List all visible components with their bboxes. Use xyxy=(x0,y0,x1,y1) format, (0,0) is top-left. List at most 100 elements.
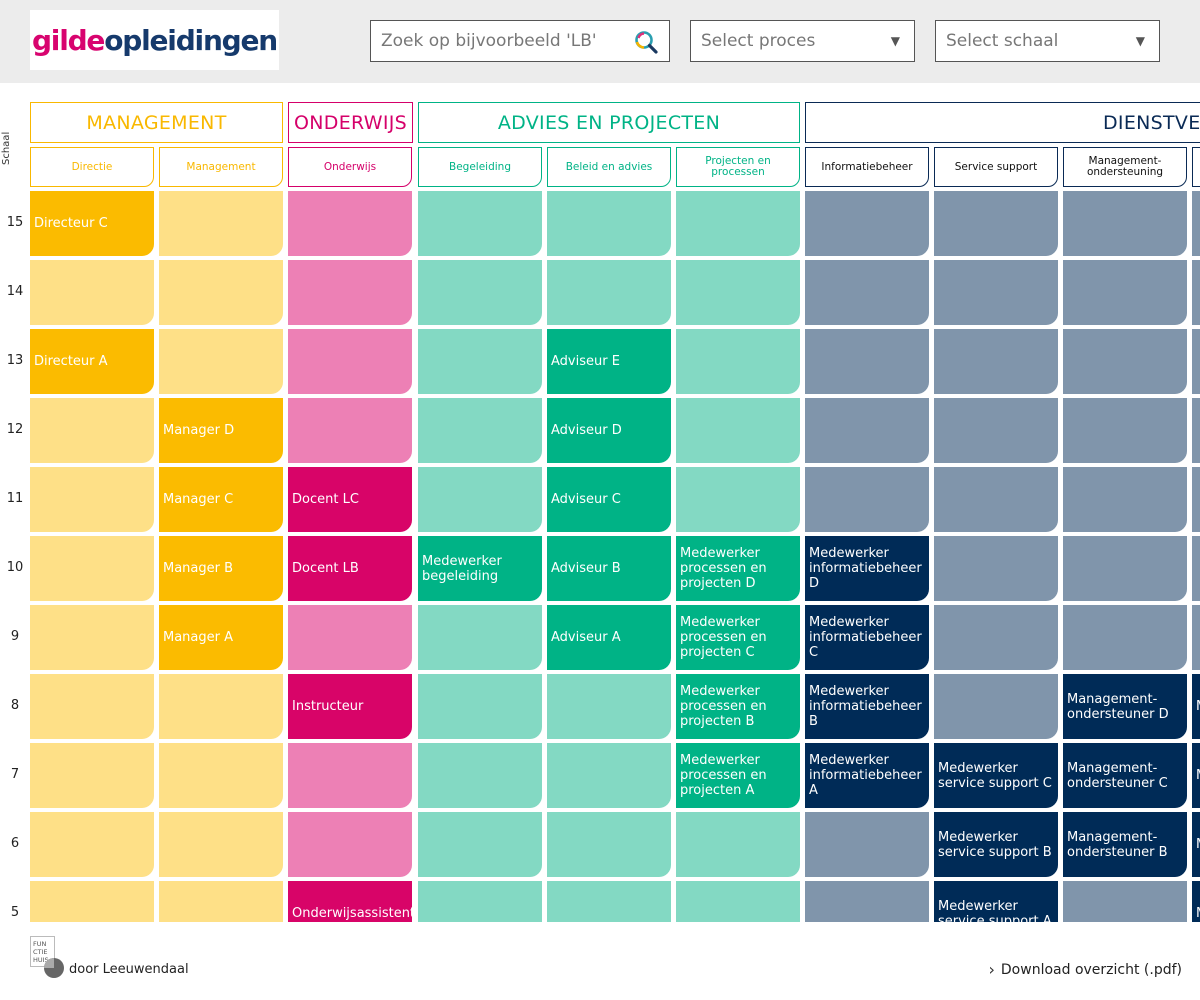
function-cell[interactable]: Management-ondersteuner B xyxy=(1063,812,1187,877)
empty-cell xyxy=(547,881,671,922)
empty-cell xyxy=(547,674,671,739)
column-header-1[interactable]: Management xyxy=(159,147,283,187)
function-cell[interactable]: Onderwijsassistent xyxy=(288,881,412,922)
function-cell[interactable]: M a xyxy=(1192,743,1200,808)
empty-cell xyxy=(805,812,929,877)
function-cell[interactable]: Medewerker processen en projecten B xyxy=(676,674,800,739)
schaal-row-label: 15 xyxy=(6,215,24,230)
function-grid: Schaal MANAGEMENT ONDERWIJS ADVIES EN PROJ… xyxy=(0,100,1200,922)
column-header-5[interactable]: Projecten en processen xyxy=(676,147,800,187)
empty-cell xyxy=(418,812,542,877)
empty-cell xyxy=(30,398,154,463)
function-cell[interactable]: Directeur C xyxy=(30,191,154,256)
empty-cell xyxy=(805,329,929,394)
column-header-4[interactable]: Beleid en advies xyxy=(547,147,671,187)
download-pdf-link[interactable]: › Download overzicht (.pdf) xyxy=(989,960,1183,979)
empty-cell xyxy=(934,329,1058,394)
gildeopleidingen-logo[interactable]: gilde opleidingen xyxy=(30,10,279,70)
function-cell[interactable]: Docent LC xyxy=(288,467,412,532)
schaal-row-label: 5 xyxy=(10,905,20,920)
function-cell[interactable]: Adviseur E xyxy=(547,329,671,394)
empty-cell xyxy=(934,467,1058,532)
select-proces-value: Select proces xyxy=(701,31,816,51)
column-header-6[interactable]: Informatiebeheer xyxy=(805,147,929,187)
schaal-row-label: 9 xyxy=(10,629,20,644)
column-header-9[interactable] xyxy=(1192,147,1200,187)
empty-cell xyxy=(418,398,542,463)
function-cell[interactable]: M a xyxy=(1192,812,1200,877)
category-header-0[interactable]: MANAGEMENT xyxy=(30,102,283,143)
function-cell[interactable]: Management-ondersteuner C xyxy=(1063,743,1187,808)
function-title: Medewerker processen en projecten B xyxy=(680,684,767,729)
function-cell[interactable]: Instructeur xyxy=(288,674,412,739)
empty-cell xyxy=(418,743,542,808)
empty-cell xyxy=(288,605,412,670)
function-cell[interactable]: Adviseur A xyxy=(547,605,671,670)
function-title: M a xyxy=(1196,699,1200,714)
column-header-0[interactable]: Directie xyxy=(30,147,154,187)
chevron-right-icon: › xyxy=(988,960,995,979)
function-cell[interactable]: Adviseur C xyxy=(547,467,671,532)
select-proces-dropdown[interactable]: Select proces ▼ xyxy=(690,20,915,62)
search-input[interactable] xyxy=(381,31,626,51)
function-title: Manager B xyxy=(163,561,234,576)
function-title: Manager A xyxy=(163,630,234,645)
empty-cell xyxy=(159,191,283,256)
functiehuis-logo[interactable]: FUN CTIE HUIS xyxy=(30,936,66,978)
function-cell[interactable]: Medewerker processen en projecten C xyxy=(676,605,800,670)
empty-cell xyxy=(1192,398,1200,463)
empty-cell xyxy=(676,881,800,922)
function-cell[interactable]: M a xyxy=(1192,881,1200,922)
empty-cell xyxy=(1063,329,1187,394)
empty-cell xyxy=(805,191,929,256)
select-schaal-dropdown[interactable]: Select schaal ▼ xyxy=(935,20,1160,62)
function-cell[interactable]: Medewerker processen en projecten D xyxy=(676,536,800,601)
category-header-1[interactable]: ONDERWIJS xyxy=(288,102,413,143)
function-cell[interactable]: Directeur A xyxy=(30,329,154,394)
function-title: Adviseur D xyxy=(551,423,622,438)
function-cell[interactable]: Management-ondersteuner D xyxy=(1063,674,1187,739)
function-cell[interactable]: Medewerker informatiebeheer C xyxy=(805,605,929,670)
empty-cell xyxy=(547,743,671,808)
empty-cell xyxy=(418,191,542,256)
function-cell[interactable]: Manager B xyxy=(159,536,283,601)
column-header-7[interactable]: Service support xyxy=(934,147,1058,187)
function-cell[interactable]: Manager A xyxy=(159,605,283,670)
function-cell[interactable]: Manager C xyxy=(159,467,283,532)
empty-cell xyxy=(805,260,929,325)
empty-cell xyxy=(805,398,929,463)
category-header-2[interactable]: ADVIES EN PROJECTEN xyxy=(418,102,800,143)
search-icon[interactable] xyxy=(633,29,659,55)
empty-cell xyxy=(547,260,671,325)
empty-cell xyxy=(676,260,800,325)
column-header-3[interactable]: Begeleiding xyxy=(418,147,542,187)
logo-text-opleidingen: opleidingen xyxy=(104,23,278,57)
svg-text:CTIE: CTIE xyxy=(33,948,48,956)
schaal-row-label: 6 xyxy=(10,836,20,851)
function-cell[interactable]: Medewerker service support A xyxy=(934,881,1058,922)
category-header-3[interactable]: DIENSTVERLENING xyxy=(805,102,1200,143)
function-cell[interactable]: Adviseur B xyxy=(547,536,671,601)
empty-cell xyxy=(288,398,412,463)
function-cell[interactable]: M a xyxy=(1192,674,1200,739)
function-cell[interactable]: Adviseur D xyxy=(547,398,671,463)
schaal-row-label: 14 xyxy=(6,284,24,299)
function-cell[interactable]: Medewerker informatiebeheer D xyxy=(805,536,929,601)
function-cell[interactable]: Medewerker processen en projecten A xyxy=(676,743,800,808)
function-cell[interactable]: Medewerker service support C xyxy=(934,743,1058,808)
column-header-2[interactable]: Onderwijs xyxy=(288,147,412,187)
schaal-row-label: 13 xyxy=(6,353,24,368)
empty-cell xyxy=(1192,191,1200,256)
function-title: Management-ondersteuner B xyxy=(1067,829,1168,860)
function-cell[interactable]: Medewerker informatiebeheer B xyxy=(805,674,929,739)
function-cell[interactable]: Docent LB xyxy=(288,536,412,601)
function-cell[interactable]: Medewerker service support B xyxy=(934,812,1058,877)
function-title: Adviseur B xyxy=(551,561,621,576)
chevron-down-icon: ▼ xyxy=(1135,34,1145,48)
function-cell[interactable]: Medewerker informatiebeheer A xyxy=(805,743,929,808)
function-title: Medewerker informatiebeheer D xyxy=(809,546,922,591)
column-header-8[interactable]: Management-ondersteuning xyxy=(1063,147,1187,187)
function-cell[interactable]: Medewerker begeleiding xyxy=(418,536,542,601)
download-label: Download overzicht (.pdf) xyxy=(1000,961,1182,978)
function-cell[interactable]: Manager D xyxy=(159,398,283,463)
